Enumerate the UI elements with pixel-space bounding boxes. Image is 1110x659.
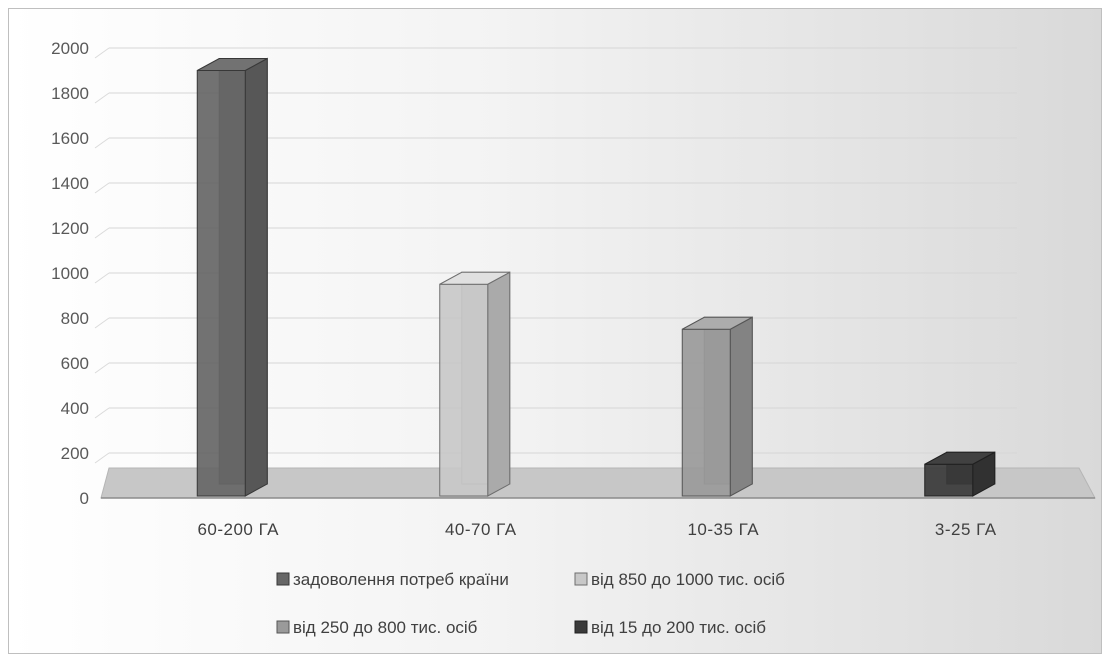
y-tick-label: 0 bbox=[80, 489, 89, 508]
chart-area: 0 200 400 600 800 1000 1200 1400 1600 1800 2000 60… bbox=[8, 8, 1102, 654]
legend-item: задоволення потреб країни bbox=[276, 570, 509, 589]
gridline-side bbox=[94, 92, 110, 104]
gridline-side bbox=[94, 362, 110, 374]
gridline-side bbox=[94, 227, 110, 239]
legend: задоволення потреб країни від 850 до 1000… bbox=[276, 570, 785, 637]
bar bbox=[439, 271, 511, 497]
legend-swatch bbox=[276, 620, 290, 634]
y-tick-label: 400 bbox=[61, 399, 89, 418]
legend-label: задоволення потреб країни bbox=[293, 570, 509, 589]
y-tick-label: 600 bbox=[61, 354, 89, 373]
y-tick-label: 1200 bbox=[51, 219, 89, 238]
y-tick-label: 200 bbox=[61, 444, 89, 463]
chart-floor bbox=[100, 467, 1096, 499]
legend-item: від 850 до 1000 тис. осіб bbox=[574, 570, 785, 589]
y-tick-label: 1600 bbox=[51, 129, 89, 148]
bar-side bbox=[244, 57, 268, 497]
x-category-label: 3-25 ГА bbox=[935, 520, 997, 539]
gridline-side bbox=[94, 272, 110, 284]
bar bbox=[924, 451, 996, 497]
x-axis: 60-200 ГА 40-70 ГА 10-35 ГА 3-25 ГА bbox=[197, 520, 996, 539]
y-tick-label: 1400 bbox=[51, 174, 89, 193]
bar-front bbox=[196, 70, 246, 497]
legend-label: від 15 до 200 тис. осіб bbox=[591, 618, 766, 637]
y-tick-label: 1000 bbox=[51, 264, 89, 283]
bar bbox=[681, 316, 753, 497]
legend-item: від 250 до 800 тис. осіб bbox=[276, 618, 478, 637]
legend-swatch bbox=[276, 572, 290, 586]
gridline-side bbox=[94, 407, 110, 419]
y-tick-label: 2000 bbox=[51, 39, 89, 58]
bar-side bbox=[729, 316, 753, 497]
bar-top bbox=[439, 271, 510, 285]
legend-label: від 850 до 1000 тис. осіб bbox=[591, 570, 785, 589]
legend-item: від 15 до 200 тис. осіб bbox=[574, 618, 766, 637]
bar-side bbox=[487, 271, 511, 497]
bar-front bbox=[439, 283, 489, 497]
y-tick-label: 1800 bbox=[51, 84, 89, 103]
y-tick-label: 800 bbox=[61, 309, 89, 328]
bar-front bbox=[924, 463, 974, 497]
y-axis: 0 200 400 600 800 1000 1200 1400 1600 1800 2000 bbox=[51, 39, 89, 508]
bar-front bbox=[681, 328, 731, 497]
legend-swatch bbox=[574, 572, 588, 586]
x-category-label: 40-70 ГА bbox=[445, 520, 517, 539]
chart-canvas: 0 200 400 600 800 1000 1200 1400 1600 1800 2000 60… bbox=[51, 39, 1096, 637]
bar-top bbox=[682, 316, 753, 330]
gridline-side bbox=[94, 47, 110, 59]
bar-top bbox=[197, 58, 268, 71]
bars bbox=[196, 57, 996, 497]
gridline-side bbox=[94, 317, 110, 329]
bar-top bbox=[924, 451, 995, 465]
legend-swatch bbox=[574, 620, 588, 634]
bar bbox=[196, 57, 268, 497]
x-category-label: 10-35 ГА bbox=[687, 520, 759, 539]
legend-label: від 250 до 800 тис. осіб bbox=[293, 618, 478, 637]
gridline-side bbox=[94, 452, 110, 464]
gridline-side bbox=[94, 137, 110, 149]
x-category-label: 60-200 ГА bbox=[197, 520, 279, 539]
gridline-side bbox=[94, 182, 110, 194]
